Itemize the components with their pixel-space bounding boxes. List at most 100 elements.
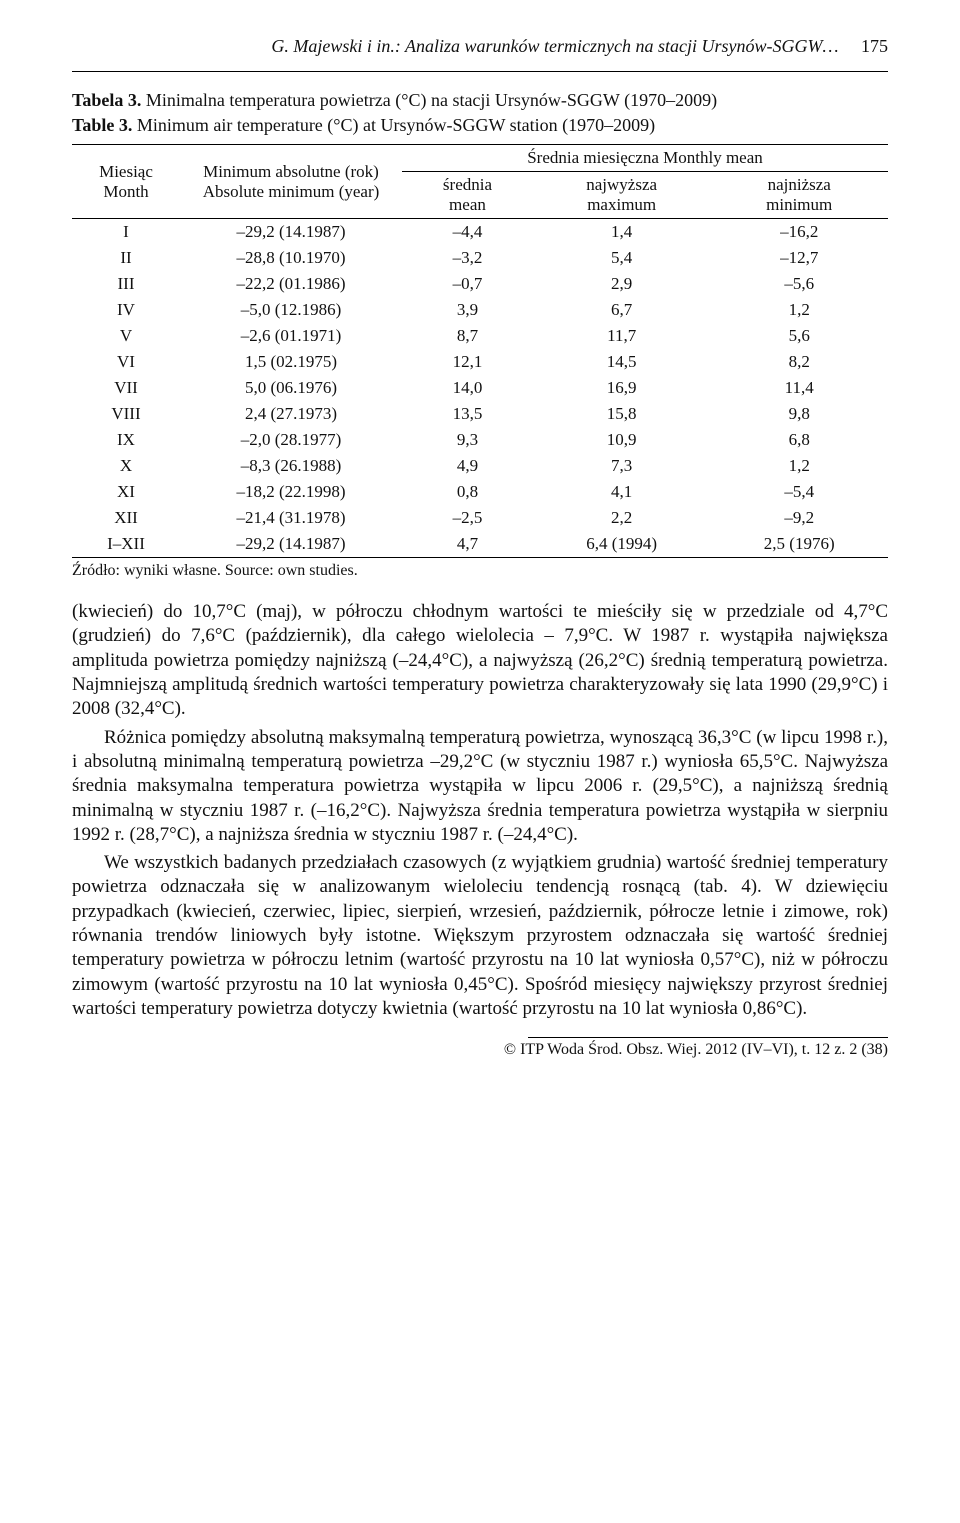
- table-cell: 10,9: [533, 427, 710, 453]
- table-cell: 16,9: [533, 375, 710, 401]
- table-cell: 14,5: [533, 349, 710, 375]
- footer-rule: [528, 1037, 888, 1038]
- table-cell: –12,7: [710, 245, 888, 271]
- table-cell: X: [72, 453, 180, 479]
- table-cell: 15,8: [533, 401, 710, 427]
- table-cell: 4,9: [402, 453, 533, 479]
- table-label-en: Table 3.: [72, 115, 132, 135]
- table-cell: –4,4: [402, 219, 533, 246]
- min-temp-table: Miesiąc Month Minimum absolutne (rok) Ab…: [72, 144, 888, 558]
- table-cell: –5,6: [710, 271, 888, 297]
- table-cell: 14,0: [402, 375, 533, 401]
- table-cell: 1,4: [533, 219, 710, 246]
- table-cell: V: [72, 323, 180, 349]
- table-cell: XI: [72, 479, 180, 505]
- table-cell: 11,7: [533, 323, 710, 349]
- table-cell: 1,2: [710, 453, 888, 479]
- table-row: IV–5,0 (12.1986)3,96,71,2: [72, 297, 888, 323]
- table-row: IX–2,0 (28.1977)9,310,96,8: [72, 427, 888, 453]
- table-cell: –29,2 (14.1987): [180, 219, 402, 246]
- table-row: VII5,0 (06.1976)14,016,911,4: [72, 375, 888, 401]
- table-cell: –18,2 (22.1998): [180, 479, 402, 505]
- table-cell: –5,0 (12.1986): [180, 297, 402, 323]
- paragraph: Różnica pomiędzy absolutną maksymalną te…: [72, 726, 888, 848]
- table-cell: VII: [72, 375, 180, 401]
- table-cell: 8,2: [710, 349, 888, 375]
- table-cell: 5,6: [710, 323, 888, 349]
- paragraph: We wszystkich badanych przedziałach czas…: [72, 851, 888, 1021]
- table-cell: –2,5: [402, 505, 533, 531]
- table-caption-en: Table 3. Minimum air temperature (°C) at…: [72, 115, 888, 136]
- th-monthly-mean-group: Średnia miesięczna Monthly mean: [402, 145, 888, 172]
- header-rule: [72, 71, 888, 72]
- table-row: I–29,2 (14.1987)–4,41,4–16,2: [72, 219, 888, 246]
- table-cell: 6,4 (1994): [533, 531, 710, 558]
- th-max: najwyższa maximum: [533, 172, 710, 219]
- table-caption-pl-text: Minimalna temperatura powietrza (°C) na …: [141, 90, 717, 110]
- table-cell: I–XII: [72, 531, 180, 558]
- table-cell: IX: [72, 427, 180, 453]
- table-cell: 3,9: [402, 297, 533, 323]
- table-label-pl: Tabela 3.: [72, 90, 141, 110]
- table-cell: –28,8 (10.1970): [180, 245, 402, 271]
- table-cell: 1,2: [710, 297, 888, 323]
- body-text: (kwiecień) do 10,7°C (maj), w półroczu c…: [72, 600, 888, 1021]
- table-cell: 7,3: [533, 453, 710, 479]
- table-cell: 0,8: [402, 479, 533, 505]
- table-cell: –8,3 (26.1988): [180, 453, 402, 479]
- table-row: VI1,5 (02.1975)12,114,58,2: [72, 349, 888, 375]
- table-cell: XII: [72, 505, 180, 531]
- table-cell: 9,3: [402, 427, 533, 453]
- table-cell: III: [72, 271, 180, 297]
- table-cell: 1,5 (02.1975): [180, 349, 402, 375]
- table-cell: 6,8: [710, 427, 888, 453]
- paragraph: (kwiecień) do 10,7°C (maj), w półroczu c…: [72, 600, 888, 722]
- table-row: X–8,3 (26.1988)4,97,31,2: [72, 453, 888, 479]
- table-cell: –2,0 (28.1977): [180, 427, 402, 453]
- table-cell: –16,2: [710, 219, 888, 246]
- table-cell: 5,0 (06.1976): [180, 375, 402, 401]
- table-cell: 8,7: [402, 323, 533, 349]
- table-caption-en-text: Minimum air temperature (°C) at Ursynów-…: [132, 115, 655, 135]
- table-cell: 4,1: [533, 479, 710, 505]
- table-cell: 13,5: [402, 401, 533, 427]
- running-header: G. Majewski i in.: Analiza warunków term…: [72, 36, 888, 57]
- table-cell: 6,7: [533, 297, 710, 323]
- table-row: XI–18,2 (22.1998)0,84,1–5,4: [72, 479, 888, 505]
- table-source: Źródło: wyniki własne. Source: own studi…: [72, 562, 888, 580]
- table-cell: –2,6 (01.1971): [180, 323, 402, 349]
- page-footer: © ITP Woda Środ. Obsz. Wiej. 2012 (IV–VI…: [72, 1037, 888, 1059]
- table-row: V–2,6 (01.1971)8,711,75,6: [72, 323, 888, 349]
- table-cell: 2,2: [533, 505, 710, 531]
- table-row: XII–21,4 (31.1978)–2,52,2–9,2: [72, 505, 888, 531]
- table-cell: –5,4: [710, 479, 888, 505]
- table-cell: VIII: [72, 401, 180, 427]
- table-caption-pl: Tabela 3. Minimalna temperatura powietrz…: [72, 90, 888, 111]
- th-mean: średnia mean: [402, 172, 533, 219]
- table-cell: VI: [72, 349, 180, 375]
- table-row: I–XII–29,2 (14.1987)4,76,4 (1994)2,5 (19…: [72, 531, 888, 558]
- page-number: 175: [861, 36, 888, 56]
- table-cell: –0,7: [402, 271, 533, 297]
- table-cell: I: [72, 219, 180, 246]
- th-abs-min: Minimum absolutne (rok) Absolute minimum…: [180, 145, 402, 219]
- table-cell: –3,2: [402, 245, 533, 271]
- running-header-text: G. Majewski i in.: Analiza warunków term…: [271, 36, 838, 56]
- table-cell: 2,5 (1976): [710, 531, 888, 558]
- table-cell: 11,4: [710, 375, 888, 401]
- table-cell: –21,4 (31.1978): [180, 505, 402, 531]
- table-row: III–22,2 (01.1986)–0,72,9–5,6: [72, 271, 888, 297]
- table-cell: –22,2 (01.1986): [180, 271, 402, 297]
- table-cell: –29,2 (14.1987): [180, 531, 402, 558]
- table-cell: IV: [72, 297, 180, 323]
- table-cell: 12,1: [402, 349, 533, 375]
- th-month: Miesiąc Month: [72, 145, 180, 219]
- table-cell: 4,7: [402, 531, 533, 558]
- footer-text: © ITP Woda Środ. Obsz. Wiej. 2012 (IV–VI…: [504, 1041, 888, 1058]
- table-cell: 5,4: [533, 245, 710, 271]
- th-min: najniższa minimum: [710, 172, 888, 219]
- table-cell: 9,8: [710, 401, 888, 427]
- table-row: VIII2,4 (27.1973)13,515,89,8: [72, 401, 888, 427]
- table-cell: II: [72, 245, 180, 271]
- table-cell: –9,2: [710, 505, 888, 531]
